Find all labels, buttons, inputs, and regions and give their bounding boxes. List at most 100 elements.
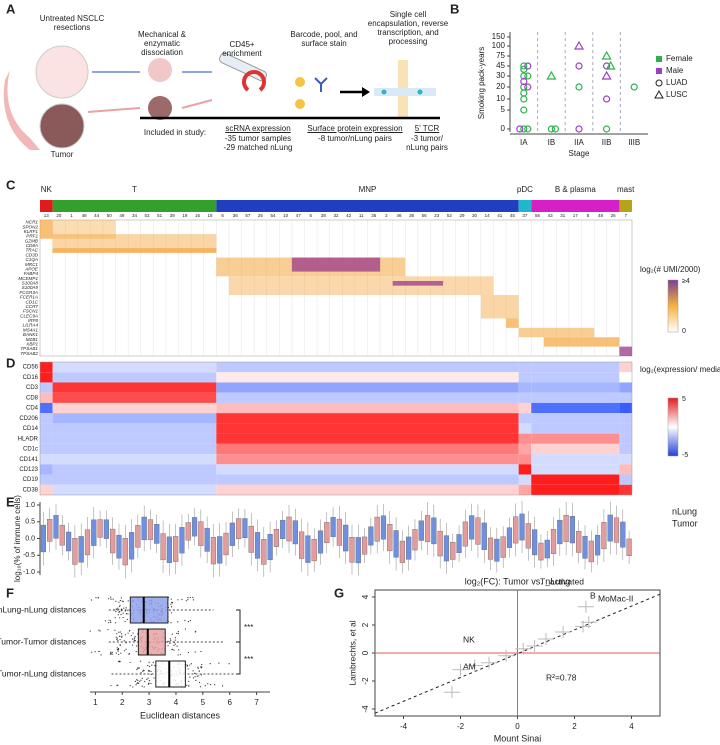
heatmap-block: [518, 327, 595, 338]
heatmap-block: [619, 464, 632, 475]
jitter-decoration: [137, 681, 139, 684]
y-tick-label: 20: [496, 82, 505, 91]
jitter-decoration: [131, 638, 134, 640]
point: [573, 40, 585, 50]
legend-label: LUAD: [666, 78, 688, 87]
point: [520, 62, 528, 70]
jitter-decoration: [120, 597, 122, 599]
y-tick-label: 1.0: [25, 502, 35, 509]
cell-icon: [295, 77, 305, 87]
jitter-decoration: [111, 651, 113, 653]
jitter-decoration: [189, 596, 191, 599]
jitter-decoration: [118, 631, 120, 633]
heatmap-block: [531, 464, 620, 475]
box-decoration: [487, 537, 494, 560]
group-bar: [52, 200, 217, 212]
legend-symbol: [654, 89, 664, 99]
heatmap-block: [216, 382, 519, 393]
cluster-label: 56: [535, 213, 541, 218]
annotation: MoMac-II: [598, 593, 633, 603]
jitter-decoration: [116, 647, 118, 649]
step-label: CD45+ enrichment: [222, 40, 262, 58]
jitter-decoration: [214, 684, 216, 686]
group-label: NK: [41, 185, 53, 194]
x-axis-title: Mount Sinai: [494, 733, 542, 743]
box-label: Tumor-nLung distances: [0, 668, 86, 678]
jitter-decoration: [115, 608, 118, 610]
point: [524, 72, 532, 80]
heatmap-block: [518, 402, 532, 414]
jitter-decoration: [138, 682, 140, 685]
gene-label: TPSAB2: [20, 351, 38, 356]
x-tick-label: 6: [227, 698, 232, 707]
group-bar: [40, 200, 53, 212]
group-bar: [518, 200, 532, 212]
jitter-decoration: [147, 665, 149, 667]
dissociated-normal: [148, 58, 172, 82]
heatmap-block: [228, 276, 494, 296]
cluster-label: 7: [624, 213, 627, 218]
jitter-decoration: [177, 621, 179, 623]
point: [547, 125, 556, 133]
box-decoration: [368, 526, 374, 546]
jitter-decoration: [119, 638, 121, 641]
jitter-decoration: [132, 686, 134, 688]
cluster-label: 36: [409, 213, 415, 218]
box-decoration: [569, 516, 576, 544]
jitter-decoration: [192, 596, 194, 598]
group-label: pDC: [517, 185, 533, 194]
protein-label: CD206: [19, 416, 38, 422]
box-decoration: [267, 534, 273, 561]
jitter-decoration: [116, 638, 118, 641]
y-axis-title: Lambrechts, et al: [347, 620, 357, 685]
jitter-decoration: [110, 598, 112, 600]
x-tick-label: IIB: [602, 138, 612, 147]
y-tick-label: 0.5: [25, 519, 35, 526]
group-label: mast: [617, 185, 635, 194]
box-decoration: [236, 518, 242, 540]
colorbar-max: ≥4: [682, 278, 690, 285]
legend-symbol: [655, 79, 663, 87]
cluster-label: 10: [283, 213, 289, 218]
y-tick-label: 5: [501, 105, 506, 114]
heatmap-block: [52, 362, 217, 373]
box-decoration: [544, 539, 550, 559]
box-decoration: [343, 524, 349, 552]
point: [538, 633, 554, 645]
jitter-decoration: [171, 602, 173, 604]
box-decoration: [185, 522, 191, 541]
x-axis-title: Stage: [569, 149, 590, 158]
box-decoration: [550, 529, 557, 554]
resection-normal: [35, 45, 89, 99]
heatmap-block: [40, 392, 53, 403]
resection-tumor: [39, 103, 85, 149]
jitter-decoration: [116, 637, 118, 639]
box-decoration: [191, 517, 198, 537]
heatmap-block: [619, 443, 632, 455]
jitter-decoration: [99, 630, 101, 632]
jitter-decoration: [144, 680, 146, 683]
jitter-decoration: [218, 662, 220, 664]
heatmap-block: [291, 257, 381, 272]
point: [498, 649, 515, 662]
gene-label: MRC1: [25, 262, 38, 267]
cluster-label: 30: [472, 213, 478, 218]
jitter-decoration: [192, 670, 194, 672]
jitter-decoration: [130, 634, 132, 637]
box-decoration: [613, 517, 620, 543]
x-tick-label: 4: [629, 722, 634, 731]
jitter-decoration: [170, 639, 172, 641]
gene-label: TPSAB1: [20, 346, 38, 351]
arrow: [87, 107, 141, 113]
box-decoration: [469, 515, 475, 540]
jitter-decoration: [201, 663, 203, 666]
tumor-label: Tumor: [50, 150, 74, 159]
jitter-decoration: [91, 651, 93, 653]
heatmap-block: [518, 464, 532, 475]
jitter-decoration: [110, 621, 112, 624]
jitter-decoration: [192, 677, 195, 679]
cluster-label: 8: [587, 213, 590, 218]
jitter-decoration: [170, 622, 172, 624]
jitter-decoration: [196, 675, 199, 677]
jitter-decoration: [132, 632, 134, 634]
